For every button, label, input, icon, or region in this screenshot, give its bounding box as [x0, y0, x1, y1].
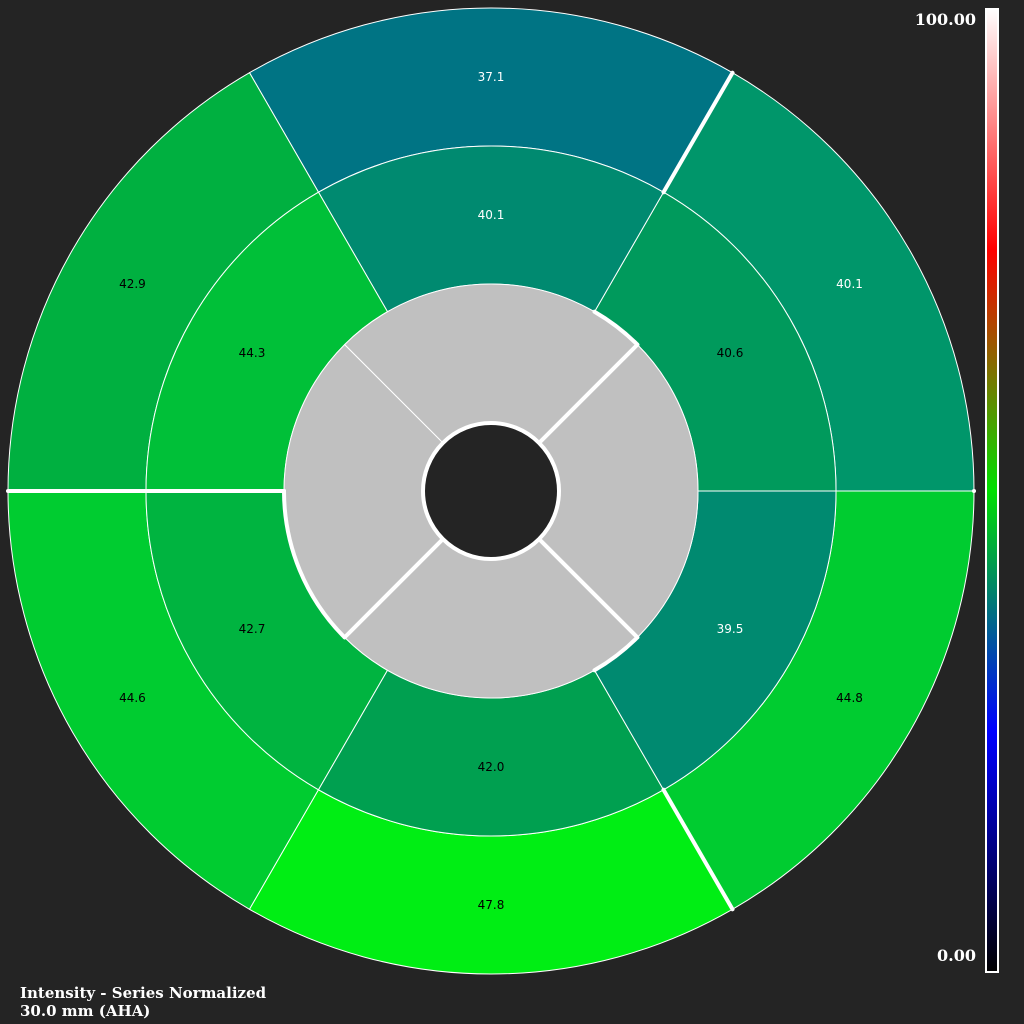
boundary-basal-lcx-rca — [661, 787, 735, 912]
boundary-basal-lad-lcx — [661, 70, 735, 195]
labels-layer: 40.1 37.1 42.9 44.6 47.8 44.8 40.6 40.1 44.3 42.7… — [119, 70, 863, 912]
footer-subtitle: 30.0 mm (AHA) — [20, 1002, 151, 1020]
footer: Intensity - Series Normalized 30.0 mm (A… — [20, 984, 266, 1020]
colorbar-gradient — [985, 8, 999, 973]
segment-value-mid-3: 44.3 — [239, 346, 266, 360]
segment-value-basal-4: 44.6 — [119, 691, 146, 705]
segment-value-mid-2: 40.1 — [478, 208, 505, 222]
segment-value-basal-5: 47.8 — [478, 898, 505, 912]
segment-value-basal-3: 42.9 — [119, 277, 146, 291]
boundary-apical-sw — [342, 537, 445, 640]
segment-value-basal-2: 37.1 — [478, 70, 505, 84]
boundary-mid-arc-left — [282, 489, 347, 640]
footer-title: Intensity - Series Normalized — [20, 984, 267, 1002]
boundary-apical-se — [537, 537, 640, 640]
colorbar-min-label: 0.00 — [937, 946, 976, 965]
apex-hole — [421, 421, 561, 561]
segment-value-mid-5: 42.0 — [478, 760, 505, 774]
segments-layer — [7, 7, 975, 975]
segment-value-mid-1: 40.6 — [717, 346, 744, 360]
colorbar-max-label: 100.00 — [915, 10, 976, 29]
segment-value-mid-4: 42.7 — [239, 622, 266, 636]
segment-value-basal-1: 40.1 — [836, 277, 863, 291]
colorbar: 100.00 0.00 — [915, 8, 999, 973]
segment-value-basal-6: 44.8 — [836, 691, 863, 705]
segment-value-mid-6: 39.5 — [717, 622, 744, 636]
boundary-apical-ne — [537, 342, 640, 445]
boundaries-layer — [6, 70, 976, 912]
